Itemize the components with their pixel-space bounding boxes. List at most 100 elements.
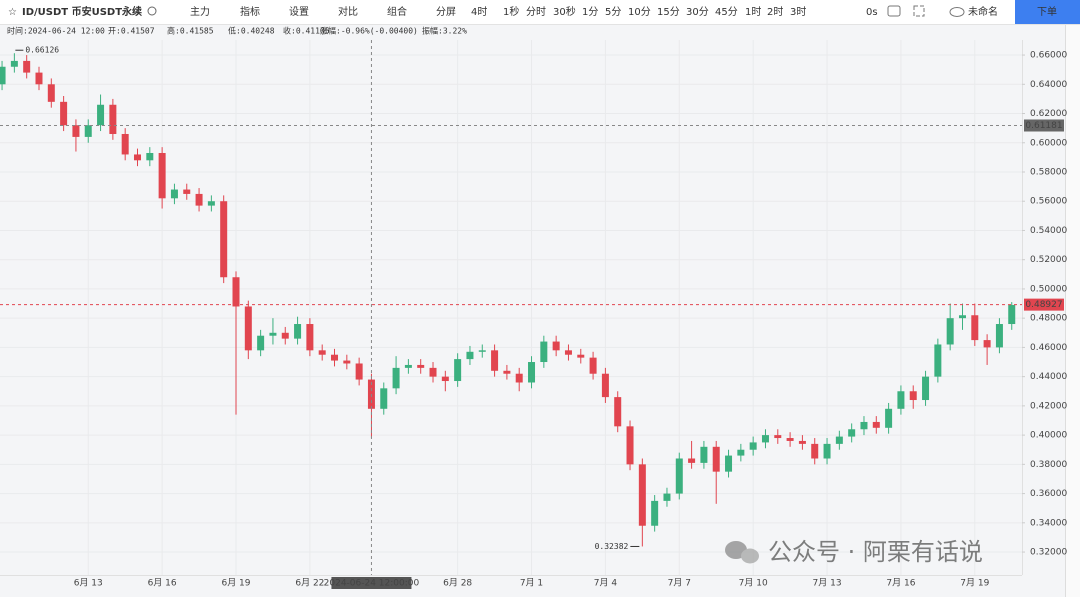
interval-button[interactable]: 30分 <box>686 6 709 18</box>
candle-body <box>306 324 314 351</box>
ohlc-close: 收:0.41105 <box>283 26 330 36</box>
search-icon[interactable] <box>147 6 157 16</box>
settings-button[interactable]: 设置 <box>289 6 309 18</box>
interval-button[interactable]: 分时 <box>526 6 546 18</box>
x-tick-label: 7月 1 <box>520 578 543 589</box>
y-tick-label: 0.50000 <box>1030 284 1067 294</box>
candle-body <box>429 367 437 377</box>
split-button[interactable]: 分屏 <box>436 6 456 18</box>
y-tick-label: 0.66000 <box>1030 51 1067 61</box>
interval-button[interactable]: 2时 <box>767 6 783 18</box>
y-tick-label: 0.40000 <box>1030 431 1067 441</box>
interval-button[interactable]: 30秒 <box>553 5 576 18</box>
interval-button[interactable]: 10分 <box>628 6 651 18</box>
candle-body <box>331 354 339 361</box>
ohlc-open: 开:0.41507 <box>108 27 155 36</box>
ohlc-high: 高:0.41585 <box>167 26 214 36</box>
candle-body <box>712 446 720 472</box>
interval-button[interactable]: 4时 <box>471 6 487 18</box>
y-tick-label: 0.44000 <box>1030 372 1067 382</box>
candle-body <box>564 350 572 355</box>
candle-body <box>84 125 92 137</box>
candle-body <box>552 341 560 351</box>
candle-body <box>47 84 55 102</box>
layout-name[interactable]: 未命名 <box>968 5 998 18</box>
y-tick-label: 0.46000 <box>1030 343 1067 353</box>
candle-body <box>244 306 252 351</box>
candle-body <box>614 397 622 427</box>
x-tick-label: 6月 19 <box>221 578 250 589</box>
camera-icon[interactable] <box>887 5 901 17</box>
watermark-group: 公众号 · 阿栗有话说 <box>725 538 983 566</box>
wechat-icon <box>741 548 759 564</box>
order-button[interactable]: 下单 <box>1037 6 1057 18</box>
interval-button[interactable]: 1秒 <box>503 5 519 18</box>
candle-body <box>995 324 1003 348</box>
low-marker-label: 0.32382 <box>595 542 629 551</box>
candle-body <box>848 429 856 437</box>
candle-body <box>798 440 806 444</box>
x-tick-label: 7月 13 <box>813 578 842 589</box>
interval-button[interactable]: 1分 <box>582 6 598 18</box>
candle-body <box>146 152 154 161</box>
candle-body <box>749 442 757 450</box>
crosshair-time-box <box>331 577 412 589</box>
interval-button[interactable]: 3时 <box>790 6 806 18</box>
current-price-box <box>1024 298 1064 311</box>
y-tick-label: 0.48000 <box>1030 314 1067 324</box>
candle-body <box>60 101 68 126</box>
candle-body <box>909 391 917 401</box>
candle-body <box>133 154 141 161</box>
candle-body <box>540 341 548 363</box>
interval-button[interactable]: 45分 <box>715 6 738 18</box>
candle-body <box>35 72 43 85</box>
candle-body <box>577 354 585 358</box>
candle-body <box>725 455 733 472</box>
candle-body <box>195 193 203 206</box>
candle-body <box>478 350 486 352</box>
crosshair-price-label: 0.61181 <box>1025 121 1062 131</box>
main-button[interactable]: 主力 <box>190 5 210 18</box>
candle-body <box>355 363 363 380</box>
candle-body <box>761 435 769 443</box>
candle-body <box>823 443 831 459</box>
candle-body <box>183 189 191 194</box>
compare-button[interactable]: 对比 <box>338 5 358 18</box>
candle-body <box>392 367 400 389</box>
y-tick-label: 0.52000 <box>1030 255 1067 265</box>
y-tick-label: 0.56000 <box>1030 197 1067 207</box>
candle-body <box>860 421 868 430</box>
y-tick-label: 0.38000 <box>1030 460 1067 470</box>
y-tick-label: 0.34000 <box>1030 518 1067 528</box>
candle-body <box>294 324 302 339</box>
crosshair-time-label: 2024-06-24 12:00:00 <box>324 579 420 589</box>
indicators-button[interactable]: 指标 <box>240 5 260 18</box>
candle-body <box>503 370 511 374</box>
candle-body <box>343 360 351 364</box>
x-tick-label: 6月 22 <box>295 578 324 589</box>
ohlc-time: 时间:2024-06-24 12:00 <box>7 26 105 36</box>
cloud-icon[interactable] <box>949 7 965 17</box>
candle-body <box>958 315 966 319</box>
interval-button[interactable]: 5分 <box>605 6 621 18</box>
x-tick-label: 7月 16 <box>886 578 915 589</box>
interval-button[interactable]: 15分 <box>657 6 680 18</box>
candle-body <box>1008 305 1016 325</box>
candle-body <box>922 376 930 401</box>
order-button-bg[interactable] <box>1015 0 1080 24</box>
y-tick-label: 0.60000 <box>1030 138 1067 148</box>
candle-body <box>318 350 326 355</box>
interval-button[interactable]: 1时 <box>745 6 761 18</box>
candle-body <box>688 458 696 463</box>
high-marker-label: 0.66126 <box>25 46 59 55</box>
candle-body <box>934 344 942 377</box>
combo-button[interactable]: 组合 <box>387 5 407 18</box>
x-tick-label: 7月 7 <box>668 578 691 589</box>
candle-body <box>663 493 671 501</box>
fullscreen-icon[interactable] <box>913 5 925 17</box>
symbol[interactable]: ID/USDT 币安USDT永续 <box>22 5 142 18</box>
candle-body <box>97 104 105 126</box>
star-icon[interactable]: ☆ <box>8 7 17 18</box>
candle-body <box>885 408 893 428</box>
plot: 0.66000 0.64000 0.62000 0.60000 0.58000 0.560… <box>0 40 1067 589</box>
